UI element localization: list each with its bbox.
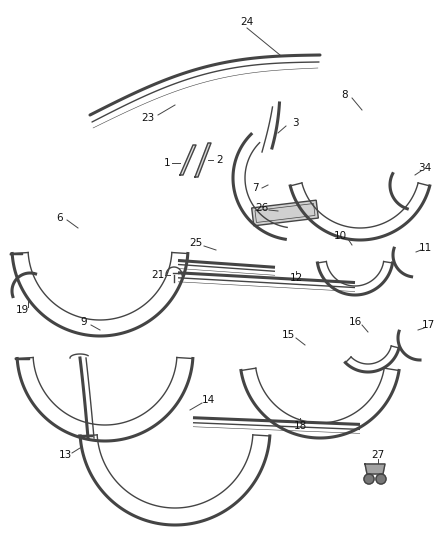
Text: 17: 17 [421,320,434,330]
Text: 9: 9 [81,317,87,327]
Text: 1: 1 [164,158,170,168]
Text: 7: 7 [252,183,258,193]
Text: 24: 24 [240,17,254,27]
Text: 25: 25 [189,238,203,248]
Text: 13: 13 [58,450,72,460]
Polygon shape [78,435,92,436]
Circle shape [376,474,386,484]
Text: 23: 23 [141,113,155,123]
Text: 18: 18 [293,421,307,431]
Circle shape [364,474,374,484]
Text: 19: 19 [15,305,28,315]
Text: 27: 27 [371,450,385,460]
Text: 16: 16 [348,317,362,327]
Text: 12: 12 [290,273,303,283]
Polygon shape [195,143,211,177]
Text: 21: 21 [152,270,165,280]
Polygon shape [365,464,385,474]
Polygon shape [15,358,29,359]
Text: 15: 15 [281,330,295,340]
Text: 10: 10 [333,231,346,241]
Text: 6: 6 [57,213,64,223]
Text: 34: 34 [418,163,431,173]
Text: 26: 26 [255,203,268,213]
Text: 11: 11 [418,243,431,253]
Text: 3: 3 [292,118,298,128]
Text: 8: 8 [342,90,348,100]
Text: 14: 14 [201,395,215,405]
Polygon shape [10,253,22,254]
Polygon shape [252,200,318,226]
Polygon shape [180,145,196,175]
Text: 2: 2 [217,155,223,165]
